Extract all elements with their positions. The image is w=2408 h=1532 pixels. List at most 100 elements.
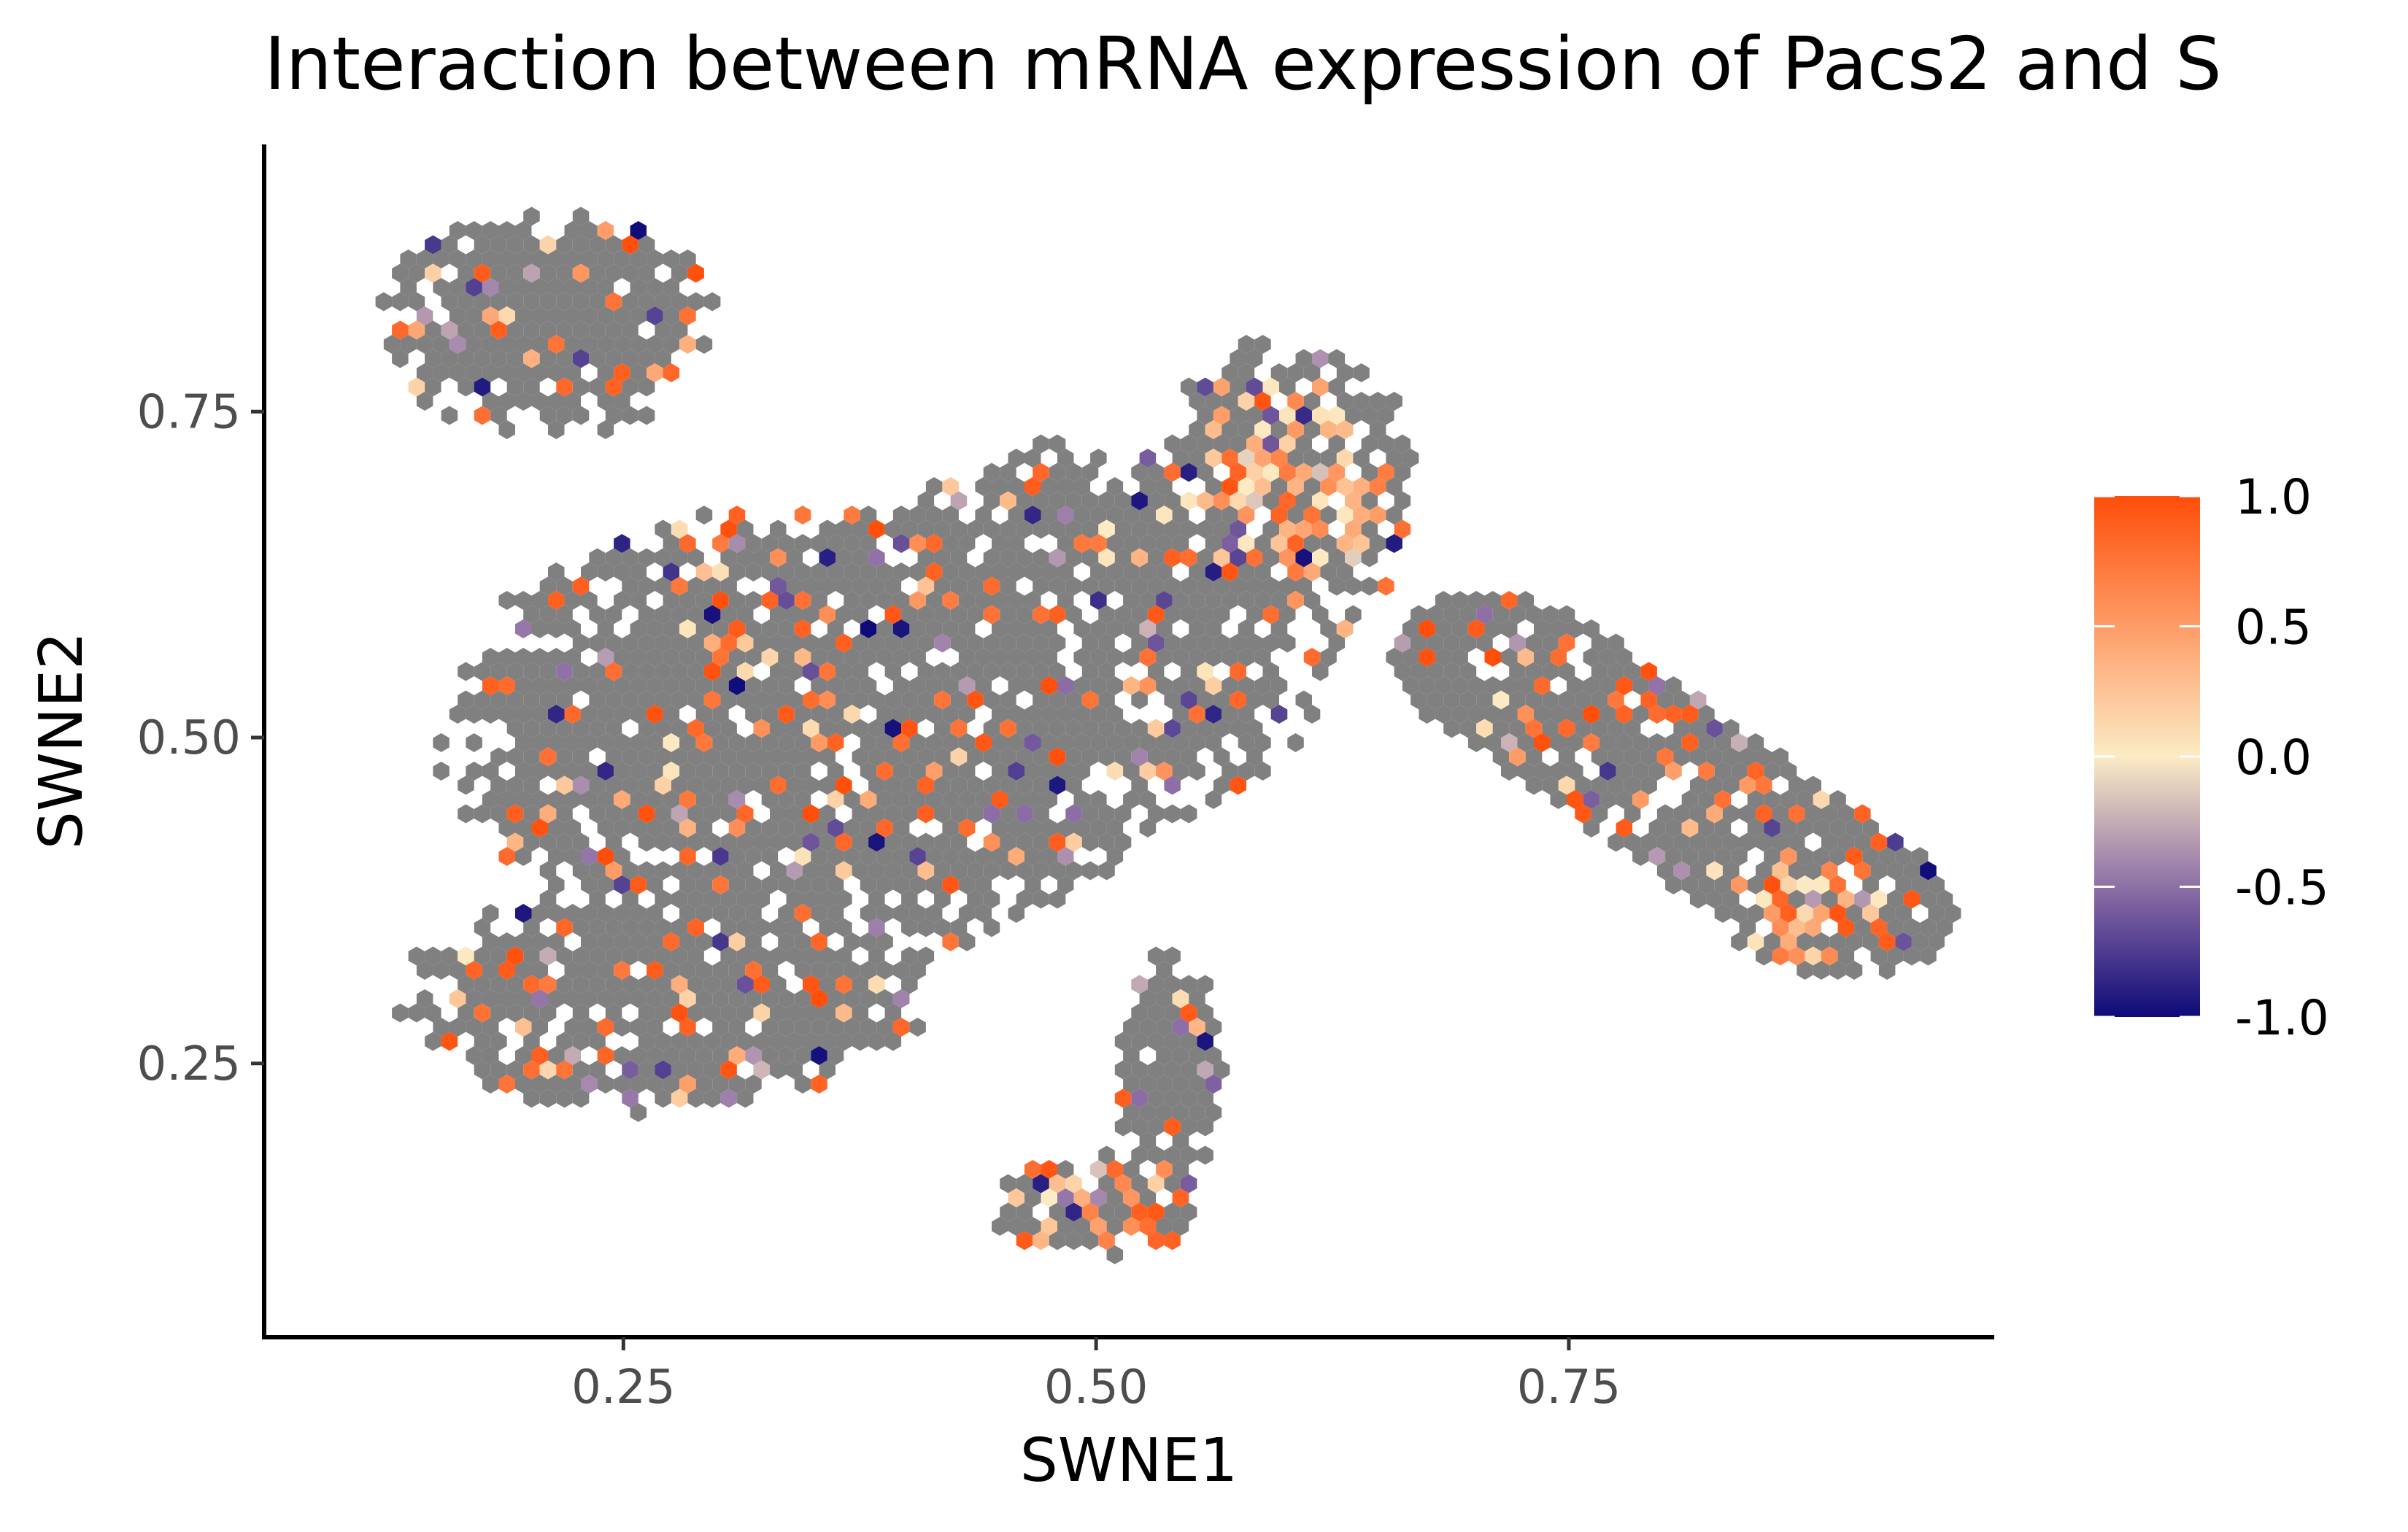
hex-bin	[1024, 591, 1041, 610]
hex-bin	[720, 747, 737, 767]
hex-bin	[909, 762, 926, 781]
hex-bin	[1476, 633, 1493, 653]
hex-bin	[778, 705, 795, 724]
hex-bin	[876, 989, 893, 1008]
hex-bin	[803, 861, 819, 881]
hex-bin	[1419, 648, 1435, 667]
hex-bin	[614, 762, 630, 781]
hex-bin	[597, 1075, 614, 1094]
hex-bin	[1813, 847, 1830, 866]
hex-bin	[1065, 719, 1082, 738]
hex-bin	[770, 804, 787, 824]
hex-bin	[745, 1075, 762, 1094]
hex-bin	[1024, 875, 1041, 894]
hex-bin	[1049, 861, 1066, 881]
hex-bin	[400, 278, 417, 297]
hex-bin	[1041, 705, 1057, 724]
hex-bin	[1147, 633, 1165, 653]
hex-bin	[1016, 832, 1033, 852]
hex-bin	[794, 619, 811, 638]
hex-bin	[548, 249, 565, 268]
hex-bin	[1123, 1018, 1140, 1037]
hex-bin	[614, 1018, 630, 1037]
hex-bin	[581, 278, 598, 297]
hex-bin	[1295, 434, 1312, 454]
hex-bin	[498, 1075, 515, 1094]
hex-bin	[614, 904, 630, 923]
hex-bin	[736, 605, 754, 624]
hex-bin	[934, 519, 951, 539]
hex-bin	[950, 519, 968, 539]
hex-bin	[1024, 819, 1041, 837]
hex-bin	[1172, 705, 1189, 724]
hex-bin	[630, 932, 647, 951]
hex-bin	[1172, 1131, 1189, 1150]
hex-bin	[811, 904, 827, 923]
hex-bin	[819, 975, 836, 994]
hex-bin	[1328, 463, 1346, 482]
hex-bin	[1090, 1188, 1107, 1207]
hex-bin	[622, 406, 638, 425]
hex-bin	[967, 519, 984, 539]
hex-bin	[1567, 705, 1583, 724]
hex-bin	[1254, 449, 1271, 468]
hex-bin	[1098, 662, 1115, 681]
hex-bin	[770, 946, 787, 966]
hex-bin	[1303, 534, 1321, 553]
hex-bin	[523, 1032, 540, 1051]
hex-bin	[1320, 420, 1337, 439]
hex-bin	[523, 946, 540, 966]
hex-bin	[687, 946, 704, 966]
hex-bin	[1501, 619, 1518, 638]
hex-bin	[490, 292, 507, 312]
hex-bin	[1394, 434, 1411, 454]
hex-bin	[770, 775, 787, 795]
hex-bin	[1583, 819, 1600, 837]
hex-bin	[942, 562, 959, 581]
hex-bin	[506, 804, 524, 824]
hex-bin	[728, 819, 746, 837]
hex-bin	[548, 306, 565, 325]
hex-bin	[539, 975, 557, 994]
hex-bin	[458, 349, 474, 368]
hex-bin	[770, 576, 787, 596]
hex-bin	[934, 548, 951, 568]
hex-bin	[655, 861, 671, 881]
hex-bin	[1164, 605, 1181, 624]
hex-bin	[803, 946, 819, 966]
hex-bin	[819, 775, 836, 795]
hex-bin	[506, 775, 524, 795]
hex-bin	[967, 861, 984, 881]
hex-bin	[901, 633, 918, 653]
hex-bin	[548, 335, 565, 354]
hex-bin	[934, 832, 951, 852]
hex-bin	[1567, 733, 1583, 752]
hex-bin	[876, 790, 893, 809]
hex-bin	[679, 875, 696, 894]
hex-bin	[860, 676, 877, 695]
hex-bin	[655, 946, 671, 966]
hex-bin	[1336, 449, 1354, 468]
hex-bin	[1837, 889, 1855, 909]
hex-bin	[482, 1046, 499, 1065]
hex-bin	[942, 819, 959, 837]
hex-bin	[925, 506, 943, 525]
hex-bin	[1920, 918, 1937, 937]
hex-bin	[1616, 819, 1633, 837]
hex-bin	[852, 804, 869, 824]
hex-bin	[1024, 733, 1041, 752]
hex-bin	[1008, 904, 1024, 923]
hex-bin	[1287, 477, 1304, 496]
hex-bin	[1139, 449, 1157, 468]
hex-bin	[1386, 648, 1402, 667]
hex-bin	[466, 306, 482, 325]
hex-bin	[474, 292, 491, 312]
hex-bin	[1262, 548, 1279, 568]
hex-bin	[1016, 633, 1033, 653]
hex-bin	[1295, 349, 1312, 368]
hex-bin	[1451, 591, 1468, 610]
hex-bin	[1756, 747, 1772, 767]
hex-bin	[1238, 506, 1255, 525]
hex-bin	[1213, 775, 1230, 795]
hex-bin	[1673, 804, 1690, 824]
